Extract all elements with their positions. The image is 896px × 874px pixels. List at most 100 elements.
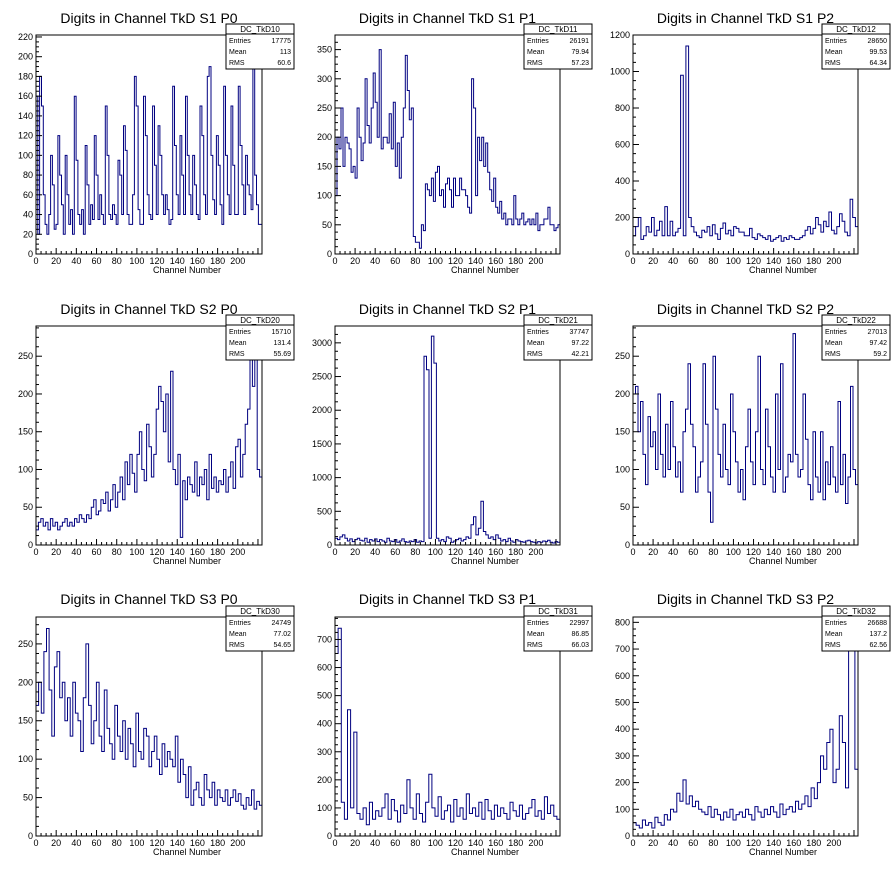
stats-mean-value: 137.2 — [869, 631, 887, 638]
plot-frame — [35, 34, 263, 255]
x-tick-label: 40 — [71, 547, 81, 557]
y-tick-label: 250 — [18, 639, 33, 649]
x-tick-label: 80 — [708, 838, 718, 848]
stats-box — [523, 605, 593, 652]
x-tick-label: 100 — [129, 256, 144, 266]
stats-rms-value: 55.69 — [273, 351, 291, 358]
stats-box — [523, 23, 593, 70]
x-tick-label: 140 — [170, 547, 185, 557]
x-tick-label: 200 — [528, 547, 543, 557]
histogram-panel: Digits in Channel TkD S3 P0 0 20 40 60 80 100 1… — [18, 591, 295, 857]
stats-mean-value: 97.42 — [869, 340, 887, 347]
x-tick-label: 40 — [370, 547, 380, 557]
plot-frame — [35, 616, 263, 837]
stats-mean-label: Mean — [825, 340, 843, 347]
histogram-series-line — [36, 628, 262, 810]
y-tick-label: 50 — [620, 502, 630, 512]
x-tick-label: 60 — [390, 838, 400, 848]
x-tick-label: 80 — [708, 547, 718, 557]
y-tick-label: 500 — [615, 697, 630, 707]
x-tick-label: 140 — [468, 547, 483, 557]
x-tick-label: 80 — [410, 256, 420, 266]
stats-name: DC_TkD31 — [538, 607, 578, 616]
x-tick-label: 180 — [806, 256, 821, 266]
stats-entries-label: Entries — [527, 620, 549, 627]
x-tick-label: 200 — [230, 838, 245, 848]
x-tick-label: 160 — [786, 547, 801, 557]
histogram-panel: Digits in Channel TkD S2 P1 0 20 40 60 80 100 1… — [312, 301, 593, 566]
x-tick-label: 200 — [826, 256, 841, 266]
stats-mean-label: Mean — [825, 49, 843, 56]
x-tick-label: 40 — [71, 838, 81, 848]
x-tick-label: 200 — [528, 256, 543, 266]
x-tick-label: 60 — [390, 256, 400, 266]
x-tick-label: 80 — [112, 256, 122, 266]
x-tick-label: 80 — [708, 256, 718, 266]
x-tick-label: 60 — [688, 547, 698, 557]
y-tick-label: 300 — [317, 747, 332, 757]
x-tick-label: 180 — [508, 256, 523, 266]
y-tick-label: 100 — [317, 191, 332, 201]
x-axis-label: Channel Number — [153, 556, 221, 566]
stats-name: DC_TkD11 — [539, 25, 579, 34]
stats-name: DC_TkD12 — [836, 25, 876, 34]
stats-box — [225, 605, 295, 652]
x-tick-label: 60 — [688, 256, 698, 266]
histogram-series-line — [633, 333, 858, 523]
y-tick-label: 140 — [18, 111, 33, 121]
x-tick-label: 180 — [210, 838, 225, 848]
stats-mean-label: Mean — [527, 340, 545, 347]
stats-entries-value: 17775 — [272, 38, 292, 45]
stats-mean-label: Mean — [527, 49, 545, 56]
y-tick-label: 3000 — [312, 338, 332, 348]
stats-mean-value: 99.53 — [869, 49, 887, 56]
stats-mean-label: Mean — [229, 49, 247, 56]
x-tick-label: 40 — [370, 838, 380, 848]
x-tick-label: 160 — [786, 256, 801, 266]
x-axis-label: Channel Number — [153, 265, 221, 275]
stats-mean-label: Mean — [825, 631, 843, 638]
stats-entries-value: 24749 — [272, 620, 292, 627]
x-tick-label: 20 — [648, 838, 658, 848]
y-tick-label: 100 — [615, 464, 630, 474]
y-tick-label: 600 — [615, 671, 630, 681]
histogram-panel: Digits in Channel TkD S1 P2 0 20 40 60 80 100 1… — [610, 10, 891, 275]
chart-title: Digits in Channel TkD S2 P0 — [60, 301, 237, 317]
x-tick-label: 200 — [826, 547, 841, 557]
x-tick-label: 80 — [410, 547, 420, 557]
histogram-series-line — [633, 621, 858, 829]
y-tick-label: 40 — [23, 210, 33, 220]
x-axis-label: Channel Number — [749, 265, 817, 275]
x-tick-label: 120 — [448, 547, 463, 557]
stats-rms-label: RMS — [825, 642, 841, 649]
x-tick-label: 60 — [688, 838, 698, 848]
chart-title: Digits in Channel TkD S1 P0 — [60, 10, 237, 26]
x-tick-label: 160 — [488, 547, 503, 557]
x-axis-label: Channel Number — [749, 556, 817, 566]
y-tick-label: 600 — [317, 663, 332, 673]
y-tick-label: 2500 — [312, 372, 332, 382]
x-tick-label: 200 — [230, 547, 245, 557]
chart-title: Digits in Channel TkD S1 P2 — [657, 10, 834, 26]
x-tick-label: 20 — [350, 547, 360, 557]
stats-entries-label: Entries — [825, 620, 847, 627]
stats-mean-label: Mean — [527, 631, 545, 638]
x-tick-label: 200 — [826, 838, 841, 848]
x-tick-label: 120 — [150, 547, 165, 557]
stats-entries-value: 15710 — [272, 329, 292, 336]
stats-rms-label: RMS — [825, 351, 841, 358]
x-tick-label: 0 — [33, 838, 38, 848]
stats-entries-value: 37747 — [570, 329, 590, 336]
x-tick-label: 120 — [746, 838, 761, 848]
histogram-panel: Digits in Channel TkD S2 P0 0 20 40 60 80 100 1… — [18, 301, 295, 566]
y-tick-label: 1200 — [610, 30, 630, 40]
x-tick-label: 140 — [468, 256, 483, 266]
x-tick-label: 20 — [648, 547, 658, 557]
stats-rms-value: 59.2 — [873, 351, 887, 358]
stats-rms-label: RMS — [229, 60, 245, 67]
x-tick-label: 100 — [726, 547, 741, 557]
y-tick-label: 100 — [18, 464, 33, 474]
stats-rms-value: 57.23 — [571, 60, 589, 67]
stats-box — [225, 314, 295, 361]
stats-rms-value: 54.65 — [273, 642, 291, 649]
